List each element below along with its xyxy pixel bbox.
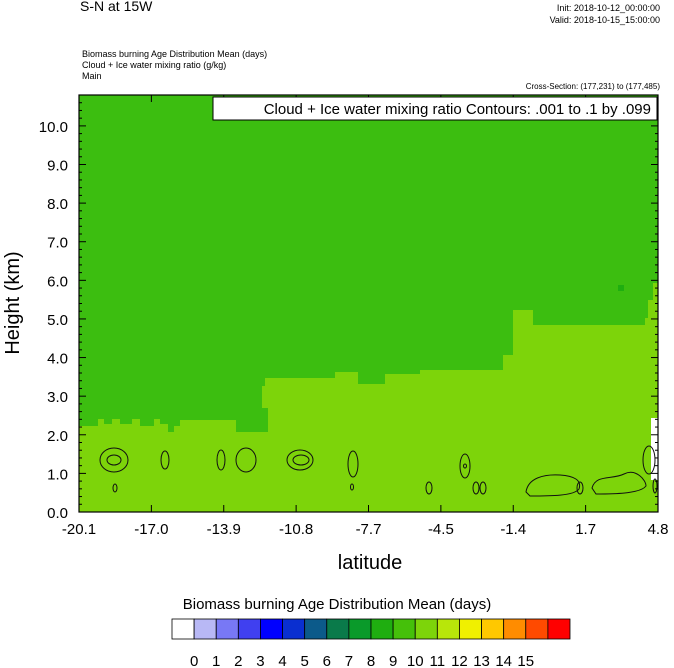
- colorbar-swatch: [171, 618, 195, 640]
- cloud-contour: [99, 447, 129, 473]
- cloud-contour: [425, 481, 433, 495]
- x-tick-label: -1.4: [500, 521, 526, 538]
- cloud-contour: [112, 483, 118, 493]
- colorbar-title: Biomass burning Age Distribution Mean (d…: [182, 596, 492, 613]
- y-tick-label: 10.0: [39, 119, 68, 136]
- valid-time: Valid: 2018-10-15_15:00:00: [549, 15, 660, 25]
- colorbar-swatch: [282, 618, 306, 640]
- time-info: Init: 2018-10-12_00:00:00 Valid: 2018-10…: [550, 2, 660, 26]
- cloud-contour: [652, 478, 658, 494]
- colorbar-swatch: [193, 618, 217, 640]
- field-line-2: Cloud + Ice water mixing ratio (g/kg): [82, 60, 227, 70]
- x-tick-label: -17.0: [134, 521, 168, 538]
- cloud-contour: [591, 472, 647, 495]
- cloud-contour: [479, 481, 487, 495]
- plot-title: S-N at 15W: [80, 0, 153, 14]
- field-cell-zero: [651, 418, 659, 480]
- colorbar-swatch: [414, 618, 438, 640]
- x-axis: -20.1 -17.0 -13.9 -10.8 -7.7 -4.5 -1.4 1.7 4.8: [62, 95, 669, 538]
- field-region-upper: [79, 95, 658, 432]
- y-tick-label: 8.0: [47, 196, 68, 213]
- cloud-contour: [292, 454, 310, 466]
- field-line-1: Biomass burning Age Distribution Mean (d…: [82, 49, 268, 59]
- colorbar-label: 1: [212, 653, 220, 668]
- x-tick-label: -10.8: [279, 521, 313, 538]
- x-tick-label: 1.7: [575, 521, 596, 538]
- colorbar-swatch: [304, 618, 328, 640]
- colorbar-label: 12: [451, 653, 468, 668]
- colorbar-swatch: [215, 618, 239, 640]
- field-line-3: Main: [82, 71, 102, 81]
- colorbar-swatch: [503, 618, 527, 640]
- heatmap-field: [79, 95, 659, 512]
- y-tick-label: 2.0: [47, 428, 68, 445]
- x-tick-label: -20.1: [62, 521, 96, 538]
- cloud-contour: [459, 453, 471, 479]
- colorbar-swatch: [481, 618, 505, 640]
- y-tick-label: 7.0: [47, 235, 68, 252]
- colorbar-label: 8: [367, 653, 375, 668]
- cloud-contour: [106, 454, 122, 466]
- colorbar-label: 14: [495, 653, 512, 668]
- y-tick-label: 3.0: [47, 389, 68, 406]
- cloud-contour: [642, 445, 656, 475]
- colorbar-swatch: [436, 618, 460, 640]
- x-tick-label: -4.5: [428, 521, 454, 538]
- contour-info-box: [212, 96, 658, 121]
- field-region-upper: [494, 268, 512, 300]
- colorbar: 0 1 2 3 4 5 6 7 8 9 10 11 12 13 14 15: [171, 618, 571, 668]
- colorbar-swatch: [237, 618, 261, 640]
- cloud-contour: [576, 481, 584, 495]
- colorbar-swatch: [326, 618, 350, 640]
- colorbar-label: 4: [278, 653, 286, 668]
- x-axis-label: latitude: [338, 552, 403, 574]
- cloud-contour: [160, 450, 170, 470]
- colorbar-label: 6: [323, 653, 331, 668]
- cloud-contour: [286, 449, 314, 471]
- cloud-contour: [463, 463, 467, 469]
- y-axis: 0.0 1.0 2.0 3.0 4.0 5.0 6.0 7.0 8.0 9.0 10.0: [39, 94, 658, 522]
- colorbar-swatch: [392, 618, 416, 640]
- colorbar-label: 2: [234, 653, 242, 668]
- field-cell-darker: [618, 285, 624, 291]
- colorbar-swatch: [260, 618, 283, 640]
- colorbar-label: 3: [256, 653, 264, 668]
- init-time: Init: 2018-10-12_00:00:00: [556, 3, 660, 13]
- contour-info-text: Cloud + Ice water mixing ratio Contours:…: [264, 101, 651, 118]
- y-tick-label: 4.0: [47, 351, 68, 368]
- y-tick-label: 6.0: [47, 273, 68, 290]
- colorbar-swatch: [459, 618, 482, 640]
- field-description: Biomass burning Age Distribution Mean (d…: [82, 49, 267, 82]
- cloud-contour: [235, 447, 257, 473]
- colorbar-label: 15: [517, 653, 534, 668]
- colorbar-label: 5: [300, 653, 308, 668]
- x-tick-label: -7.7: [356, 521, 382, 538]
- colorbar-label: 9: [389, 653, 397, 668]
- cloud-contours: [99, 445, 658, 497]
- colorbar-swatch: [348, 618, 372, 640]
- y-axis-label: Height (km): [2, 251, 24, 354]
- y-tick-label: 1.0: [47, 466, 68, 483]
- colorbar-label: 11: [430, 653, 446, 668]
- colorbar-swatch: [547, 618, 571, 640]
- y-tick-label: 0.0: [47, 505, 68, 522]
- colorbar-label: 7: [345, 653, 353, 668]
- cloud-contour: [472, 481, 480, 495]
- y-tick-label: 5.0: [47, 312, 68, 329]
- colorbar-label: 13: [473, 653, 490, 668]
- colorbar-swatch: [525, 618, 549, 640]
- cloud-contour: [347, 450, 359, 478]
- x-tick-label: 4.8: [648, 521, 669, 538]
- cross-section-label: Cross-Section: (177,231) to (177,485): [525, 82, 660, 91]
- cloud-contour: [350, 483, 354, 491]
- cloud-contour: [216, 449, 226, 471]
- y-tick-label: 9.0: [47, 158, 68, 175]
- x-tick-label: -13.9: [207, 521, 241, 538]
- colorbar-label: 10: [407, 653, 424, 668]
- cloud-contour: [525, 474, 581, 497]
- colorbar-swatch: [370, 618, 394, 640]
- colorbar-label: 0: [190, 653, 198, 668]
